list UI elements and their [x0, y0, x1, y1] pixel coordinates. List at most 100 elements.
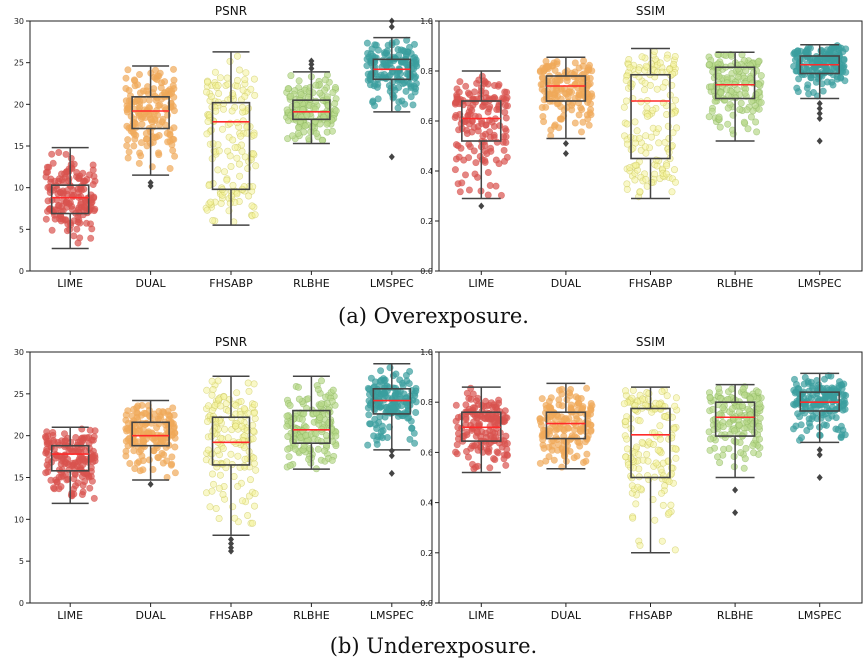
jitter-point: [671, 178, 679, 186]
jitter-point: [163, 457, 171, 465]
jitter-point: [793, 84, 801, 92]
jitter-point: [578, 71, 586, 79]
jitter-point: [90, 494, 98, 502]
jitter-point: [644, 457, 652, 465]
jitter-point: [412, 408, 420, 416]
jitter-point: [814, 75, 822, 83]
box-lmspec: [790, 42, 850, 145]
x-tick-label: LMSPEC: [370, 609, 414, 622]
y-tick-label: 5: [19, 225, 24, 234]
jitter-point: [464, 453, 472, 461]
jitter-point: [227, 163, 235, 171]
jitter-point: [408, 424, 416, 432]
jitter-point: [237, 132, 245, 140]
jitter-point: [231, 144, 239, 152]
iqr-box: [131, 96, 170, 130]
outlier-marker: [732, 509, 739, 517]
outlier-marker: [562, 140, 569, 147]
jitter-point: [824, 414, 832, 422]
jitter-point: [203, 88, 211, 96]
jitter-point: [749, 442, 757, 450]
jitter-point: [756, 414, 764, 422]
jitter-point: [490, 133, 498, 141]
jitter-point: [452, 141, 460, 149]
jitter-point: [220, 100, 228, 108]
jitter-point: [620, 400, 628, 408]
jitter-point: [249, 435, 257, 443]
jitter-point: [662, 170, 670, 178]
jitter-point: [575, 90, 583, 98]
jitter-point: [483, 150, 491, 158]
jitter-point: [60, 430, 68, 438]
jitter-point: [757, 72, 765, 80]
jitter-point: [401, 59, 409, 67]
jitter-point: [75, 189, 83, 197]
x-tick-label: LIME: [57, 277, 83, 290]
jitter-point: [628, 80, 636, 88]
jitter-point: [832, 387, 840, 395]
x-tick-label: FHSABP: [629, 609, 673, 622]
jitter-point: [226, 199, 234, 207]
jitter-point: [453, 85, 461, 93]
jitter-point: [652, 459, 660, 467]
jitter-point: [481, 130, 489, 138]
jitter-point: [226, 57, 234, 65]
jitter-point: [755, 422, 763, 430]
jitter-point: [297, 91, 305, 99]
jitter-point: [820, 421, 828, 429]
outlier-marker: [816, 451, 823, 459]
jitter-point: [214, 141, 222, 149]
jitter-point: [294, 129, 302, 137]
jitter-point: [716, 123, 724, 131]
jitter-point: [577, 128, 585, 136]
jitter-point: [622, 97, 630, 105]
outlier-marker: [562, 150, 569, 157]
jitter-point: [555, 396, 563, 404]
jitter-point: [203, 130, 211, 138]
jitter-point: [382, 61, 390, 69]
jitter-point: [555, 424, 563, 432]
jitter-point: [486, 422, 494, 430]
jitter-point: [364, 441, 372, 449]
jitter-point: [122, 411, 130, 419]
jitter-point: [233, 389, 241, 397]
jitter-point: [465, 394, 473, 402]
jitter-point: [63, 203, 71, 211]
jitter-point: [715, 113, 723, 121]
jitter-point: [365, 411, 373, 419]
jitter-point: [840, 55, 848, 63]
jitter-point: [665, 509, 673, 517]
y-tick-label: 30: [14, 17, 24, 26]
jitter-point: [251, 502, 259, 510]
jitter-point: [210, 480, 218, 488]
jitter-point: [133, 408, 141, 416]
jitter-point: [312, 430, 320, 438]
jitter-point: [670, 425, 678, 433]
jitter-point: [224, 434, 232, 442]
jitter-point: [122, 447, 130, 455]
jitter-point: [131, 135, 139, 143]
jitter-point: [207, 198, 215, 206]
iqr-box: [461, 100, 502, 142]
jitter-point: [411, 392, 419, 400]
jitter-point: [579, 404, 587, 412]
jitter-point: [284, 445, 292, 453]
jitter-point: [658, 537, 666, 545]
jitter-point: [474, 446, 482, 454]
jitter-point: [135, 159, 143, 167]
jitter-point: [649, 106, 657, 114]
jitter-point: [284, 432, 292, 440]
jitter-point: [383, 433, 391, 441]
jitter-point: [837, 433, 845, 441]
jitter-point: [456, 78, 464, 86]
jitter-point: [222, 400, 230, 408]
jitter-point: [829, 81, 837, 89]
outlier-marker: [732, 486, 739, 494]
jitter-point: [234, 452, 242, 460]
jitter-point: [750, 69, 758, 77]
jitter-point: [73, 169, 81, 177]
jitter-point: [43, 207, 51, 215]
jitter-point: [455, 126, 463, 134]
iqr-box: [630, 73, 671, 160]
jitter-point: [585, 64, 593, 72]
